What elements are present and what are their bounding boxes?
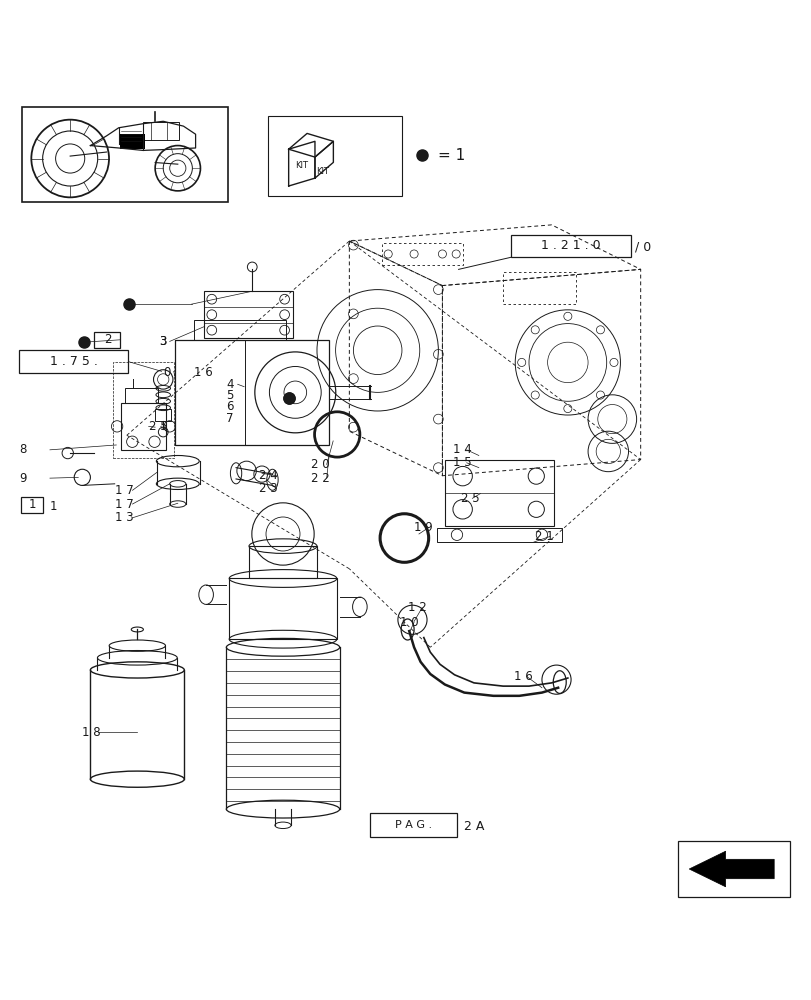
Bar xyxy=(204,291,292,338)
Text: = 1: = 1 xyxy=(438,148,465,163)
Text: 1 8: 1 8 xyxy=(82,726,101,739)
Bar xyxy=(175,340,328,445)
Text: 1 0: 1 0 xyxy=(399,616,418,629)
Bar xyxy=(381,243,462,265)
Bar xyxy=(94,332,120,348)
Bar xyxy=(121,403,165,450)
Bar xyxy=(19,350,128,373)
Bar xyxy=(229,578,337,639)
Bar xyxy=(268,116,401,196)
Bar xyxy=(444,460,553,526)
Text: 1 7: 1 7 xyxy=(114,484,133,497)
Text: P A G .: P A G . xyxy=(394,820,431,830)
Text: 8: 8 xyxy=(19,443,27,456)
Text: 4: 4 xyxy=(226,378,234,391)
Text: 2 3: 2 3 xyxy=(259,482,277,495)
Text: 2 A: 2 A xyxy=(464,820,484,833)
Text: 1 6: 1 6 xyxy=(514,670,533,683)
Text: 2 1: 2 1 xyxy=(534,530,554,543)
Text: 2 5: 2 5 xyxy=(148,420,167,433)
Text: 1 5: 1 5 xyxy=(453,456,471,469)
Text: 2 4: 2 4 xyxy=(259,469,277,482)
Bar xyxy=(677,841,788,897)
Bar xyxy=(113,362,174,458)
Text: 1: 1 xyxy=(50,500,58,513)
Bar xyxy=(503,272,575,304)
Text: 2 2: 2 2 xyxy=(310,472,328,485)
Text: 2 5: 2 5 xyxy=(461,492,479,505)
Text: 1 4: 1 4 xyxy=(453,443,471,456)
Bar xyxy=(120,134,144,149)
Bar xyxy=(125,388,157,403)
Text: 0: 0 xyxy=(163,366,170,379)
Text: 1 . 2 1 . 0: 1 . 2 1 . 0 xyxy=(541,239,600,252)
Text: 1 6: 1 6 xyxy=(194,366,212,379)
Text: KIT: KIT xyxy=(315,167,328,176)
Text: 1 3: 1 3 xyxy=(114,511,133,524)
Text: 1 7: 1 7 xyxy=(114,498,133,511)
Text: 2 0: 2 0 xyxy=(310,458,328,471)
Bar xyxy=(511,235,630,257)
Text: 7: 7 xyxy=(226,412,234,425)
Text: 1 . 7 5 .: 1 . 7 5 . xyxy=(49,355,97,368)
Bar xyxy=(143,122,179,140)
Bar xyxy=(21,497,44,513)
Text: 1 9: 1 9 xyxy=(414,521,432,534)
Bar xyxy=(155,409,171,421)
Text: 3: 3 xyxy=(159,335,166,348)
Bar xyxy=(175,340,244,445)
Bar xyxy=(436,528,561,542)
Text: / 0: / 0 xyxy=(634,240,650,253)
Text: 1 2: 1 2 xyxy=(407,601,426,614)
Bar xyxy=(249,546,316,578)
Polygon shape xyxy=(689,851,773,887)
Text: 2: 2 xyxy=(104,333,111,346)
Text: 3: 3 xyxy=(159,335,166,348)
Bar xyxy=(22,107,228,202)
Text: 5: 5 xyxy=(226,389,234,402)
Text: 6: 6 xyxy=(226,400,234,413)
Text: 1: 1 xyxy=(28,498,36,511)
Text: 9: 9 xyxy=(19,472,27,485)
Bar xyxy=(194,320,285,340)
Bar xyxy=(369,813,457,837)
Text: KIT: KIT xyxy=(294,161,307,170)
